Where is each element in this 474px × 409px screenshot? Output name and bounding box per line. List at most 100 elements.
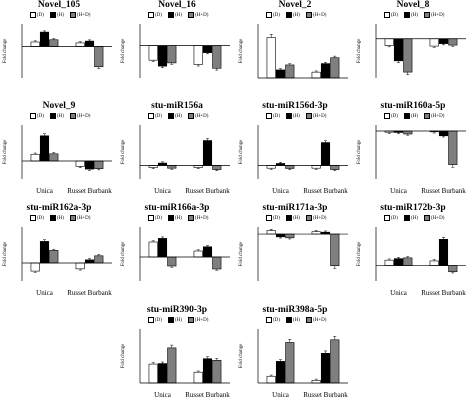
legend-swatch [384,12,390,18]
legend-label: (H+D) [77,114,91,120]
chart-panel: stu-miR171a-3p (D) (H) (H+D) Fold change [236,203,354,303]
bar-h [438,38,449,44]
bar-h-plus-d [285,64,295,79]
bar-h [438,239,449,266]
chart-legend: (D) (H) (H+D) [354,12,472,20]
chart-panel: stu-miR156d-3p (D) (H) (H+D) Fold change Unic… [236,101,354,201]
legend-label: (H+D) [313,114,327,120]
legend-item: (H+D) [424,215,444,222]
chart-panel: stu-miR162a-3p (D) (H) (H+D) Fold change Unic… [0,203,118,303]
chart-legend: (D) (H) (H+D) [236,113,354,121]
bar-h [157,238,168,258]
legend-swatch [168,113,174,119]
legend-item: (H+D) [306,12,326,19]
legend-item: (D) [30,215,44,222]
legend-swatch [30,113,36,119]
bar-d [311,231,321,235]
x-category-label: Russet Burbank [185,391,230,399]
legend-label: (H) [175,318,182,324]
bar-chart: Fold change Unica Russet Burbank [357,227,466,297]
x-category-label: Unica [390,187,408,195]
legend-swatch [266,113,272,119]
bar-h [84,259,95,264]
legend-label: (D) [155,13,162,19]
legend-label: (D) [155,114,162,120]
x-category-label: Russet Burbank [185,187,230,195]
bar-chart: Fold change Unica Russet Burbank [357,125,466,195]
bar-h-plus-d [285,342,295,384]
bar-d [75,262,85,270]
legend-label: (H+D) [313,216,327,222]
bar-h-plus-d [94,46,104,68]
chart-legend: (D) (H) (H+D) [236,317,354,325]
legend-item: (H) [168,113,182,120]
chart-panel: stu-miR390-3p (D) (H) (H+D) Fold change Unica… [118,305,236,405]
y-axis-label: Fold change [121,38,126,63]
bar-h-plus-d [403,130,413,135]
legend-swatch [384,113,390,119]
bar-d [148,241,158,258]
bar-h-plus-d [448,38,458,46]
bar-d [148,45,158,61]
legend-item: (H) [50,113,64,120]
legend-label: (H) [411,13,418,19]
chart-panel: Novel_16 (D) (H) (H+D) Fold change [118,0,236,100]
legend-swatch [424,12,430,18]
x-category-label: Russet Burbank [421,289,466,297]
legend-swatch [404,215,410,221]
chart-panel: stu-miR160a-5p (D) (H) (H+D) Fold change Unic… [354,101,472,201]
legend-swatch [188,12,194,18]
bar-d [311,379,321,384]
bar-h [39,241,50,264]
bar-h-plus-d [212,256,222,270]
bar-h [275,233,286,238]
bar-h [39,31,50,47]
legend-swatch [50,215,56,221]
legend-item: (H) [50,12,64,19]
legend-label: (H) [175,13,182,19]
bar-d [429,38,439,47]
legend-item: (D) [266,12,280,19]
legend-swatch [50,12,56,18]
legend-swatch [148,215,154,221]
chart-panel: Novel_2 (D) (H) (H+D) Fold change [236,0,354,100]
chart-panel: Novel_8 (D) (H) (H+D) Fold change [354,0,472,100]
legend-label: (H) [293,13,300,19]
legend-item: (H) [286,317,300,324]
bar-h [275,361,286,384]
chart-title: Novel_8 [396,0,430,10]
bar-h-plus-d [212,360,222,384]
bar-h-plus-d [167,347,177,384]
bar-h [320,142,331,166]
chart-title: Novel_9 [42,101,76,111]
legend-label: (H+D) [77,216,91,222]
legend-item: (D) [266,317,280,324]
legend-label: (H) [175,114,182,120]
legend-swatch [188,113,194,119]
legend-label: (H+D) [431,13,445,19]
legend-label: (H) [57,216,64,222]
bar-h-plus-d [330,339,340,384]
bar-d [75,160,85,167]
legend-label: (H+D) [77,13,91,19]
legend-item: (D) [30,12,44,19]
chart-legend: (D) (H) (H+D) [118,12,236,20]
bar-h-plus-d [94,160,104,169]
legend-swatch [50,113,56,119]
legend-swatch [188,317,194,323]
legend-item: (H+D) [188,113,208,120]
bar-h [157,45,168,67]
y-axis-label: Fold change [357,139,362,164]
legend-swatch [286,12,292,18]
legend-swatch [168,12,174,18]
chart-title: Novel_16 [158,0,196,10]
legend-item: (D) [384,113,398,120]
legend-label: (D) [37,216,44,222]
bar-d [311,71,321,79]
bar-h-plus-d [212,45,222,69]
bar-chart: Fold change Unica Russet Burbank [121,125,230,195]
bar-h-plus-d [94,255,104,264]
chart-title: Novel_105 [37,0,81,10]
legend-swatch [424,215,430,221]
